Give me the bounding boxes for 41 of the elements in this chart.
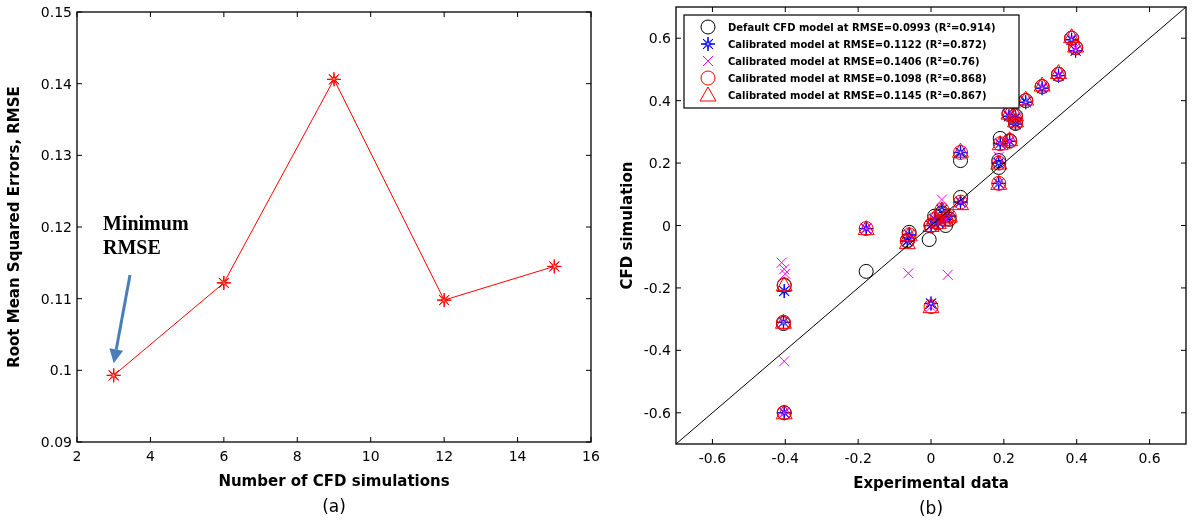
legend-label: Calibrated model at RMSE=0.1098 (R²=0.868): [728, 73, 987, 84]
x-tick-label: 2: [72, 448, 82, 464]
x-tick-label: 0.4: [1065, 450, 1088, 466]
y-tick-label: 0: [662, 217, 671, 234]
y-tick-label: 0.11: [40, 290, 72, 307]
y-tick-label: 0.2: [648, 155, 671, 172]
x-tick-label: 8: [292, 448, 302, 464]
x-tick-label: 0.6: [1138, 450, 1161, 466]
legend-label: Calibrated model at RMSE=0.1122 (R²=0.872): [728, 39, 987, 50]
x-tick-label: 6: [219, 448, 229, 464]
y-tick-label: -0.2: [643, 279, 671, 296]
text: (b): [918, 498, 944, 518]
legend-label: Calibrated model at RMSE=0.1145 (R²=0.867): [728, 90, 987, 101]
x-tick-label: -0.2: [844, 450, 872, 466]
y-tick-label: -0.6: [643, 404, 672, 421]
y-tick-label: 0.4: [648, 92, 672, 109]
x-tick-label: 10: [361, 448, 380, 464]
annotation: Minimum RMSE: [103, 212, 189, 258]
text: (a): [322, 496, 346, 516]
y-tick-label: 0.13: [40, 147, 72, 164]
x-tick-label: 0: [926, 450, 936, 466]
y-axis-title: CFD simulation: [618, 161, 636, 290]
legend-label: Calibrated model at RMSE=0.1406 (R²=0.76): [728, 56, 980, 67]
x-tick-label: 4: [145, 448, 155, 464]
x-tick-label: -0.4: [771, 450, 800, 466]
x-axis-title: Experimental data: [853, 474, 1009, 492]
y-tick-label: 0.1: [49, 362, 72, 379]
y-tick-label: -0.4: [643, 342, 672, 359]
x-tick-label: 14: [508, 448, 527, 464]
y-tick-label: 0.6: [648, 30, 672, 47]
y-tick-label: 0.14: [40, 75, 73, 92]
x-axis-title: Number of CFD simulations: [218, 472, 450, 490]
y-tick-label: 0.09: [40, 434, 72, 450]
x-tick-label: -0.6: [698, 450, 727, 466]
x-tick-label: 0.2: [992, 450, 1015, 466]
y-tick-label: 0.15: [40, 4, 72, 20]
x-tick-label: 16: [582, 448, 600, 464]
y-axis-title: Root Mean Squared Errors, RMSE: [5, 86, 23, 368]
x-tick-label: 12: [435, 448, 454, 464]
y-tick-label: 0.12: [40, 219, 72, 235]
legend-label: Default CFD model at RMSE=0.0993 (R²=0.914): [728, 22, 996, 33]
